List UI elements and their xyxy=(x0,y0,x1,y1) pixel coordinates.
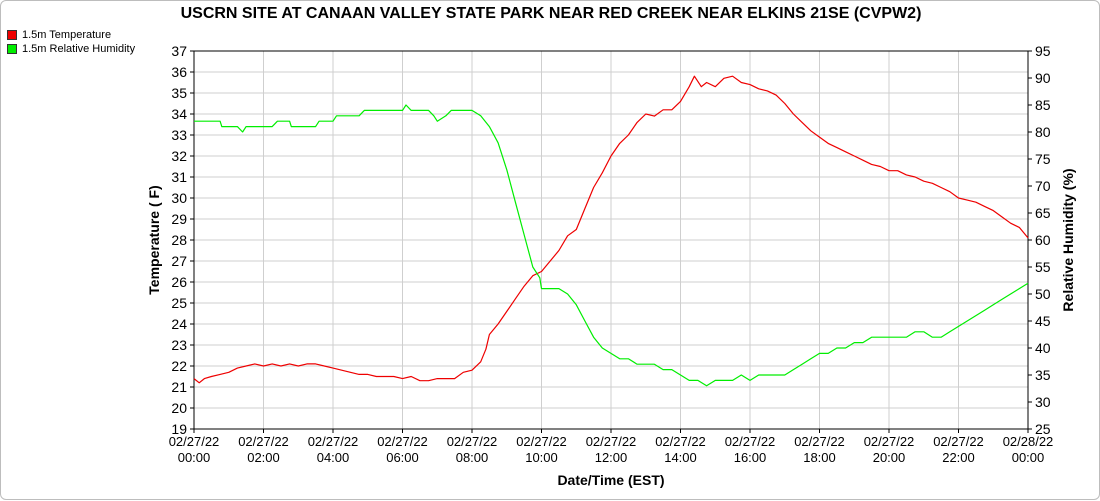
x-tick-label-date: 02/27/22 xyxy=(169,434,220,449)
y-tick-label: 20 xyxy=(171,400,187,416)
chart-title: USCRN SITE AT CANAAN VALLEY STATE PARK N… xyxy=(180,5,922,22)
x-tick-label-time: 12:00 xyxy=(595,450,628,465)
x-tick-label-date: 02/28/22 xyxy=(1003,434,1054,449)
legend-item-humidity: 1.5m Relative Humidity xyxy=(7,42,135,56)
x-tick-label-time: 02:00 xyxy=(247,450,280,465)
y2-tick-label: 80 xyxy=(1035,124,1051,140)
legend-item-temperature: 1.5m Temperature xyxy=(7,28,135,42)
humidity-series-line xyxy=(194,104,1029,387)
y-tick-label: 37 xyxy=(171,43,187,59)
x-tick-label-date: 02/27/22 xyxy=(725,434,776,449)
x-tick-label-time: 14:00 xyxy=(664,450,697,465)
legend-swatch-temperature xyxy=(7,30,17,40)
y-tick-label: 32 xyxy=(171,148,187,164)
y-axis-title: Temperature ( F) xyxy=(146,185,162,294)
x-tick-label-date: 02/27/22 xyxy=(516,434,567,449)
x-tick-label-date: 02/27/22 xyxy=(377,434,428,449)
x-tick-label-time: 08:00 xyxy=(456,450,489,465)
legend-swatch-humidity xyxy=(7,44,17,54)
y-tick-label: 35 xyxy=(171,85,187,101)
y2-tick-label: 40 xyxy=(1035,340,1051,356)
y-tick-label: 36 xyxy=(171,64,187,80)
y2-axis-title: Relative Humidity (%) xyxy=(1060,168,1076,311)
x-tick-label-date: 02/27/22 xyxy=(655,434,706,449)
x-tick-label-time: 00:00 xyxy=(178,450,211,465)
y2-tick-label: 30 xyxy=(1035,394,1051,410)
y-tick-label: 34 xyxy=(171,106,187,122)
y2-tick-label: 25 xyxy=(1035,421,1051,437)
y-tick-label: 19 xyxy=(171,421,187,437)
y2-tick-label: 60 xyxy=(1035,232,1051,248)
y-tick-label: 29 xyxy=(171,211,187,227)
y2-tick-label: 70 xyxy=(1035,178,1051,194)
x-tick-label-date: 02/27/22 xyxy=(238,434,289,449)
y-tick-label: 24 xyxy=(171,316,187,332)
x-tick-label-date: 02/27/22 xyxy=(308,434,359,449)
x-tick-label-date: 02/27/22 xyxy=(933,434,984,449)
y-tick-label: 31 xyxy=(171,169,187,185)
y-tick-label: 27 xyxy=(171,253,187,269)
temperature-series-line xyxy=(193,75,1029,384)
y2-tick-label: 65 xyxy=(1035,205,1051,221)
x-tick-label-time: 06:00 xyxy=(386,450,419,465)
y-tick-label: 22 xyxy=(171,358,187,374)
chart-legend: 1.5m Temperature 1.5m Relative Humidity xyxy=(7,28,135,56)
x-tick-label-time: 22:00 xyxy=(942,450,975,465)
x-tick-label-time: 10:00 xyxy=(525,450,558,465)
y-tick-label: 28 xyxy=(171,232,187,248)
y2-tick-label: 55 xyxy=(1035,259,1051,275)
x-tick-label-time: 16:00 xyxy=(734,450,767,465)
y2-tick-label: 90 xyxy=(1035,70,1051,86)
x-tick-label-date: 02/27/22 xyxy=(586,434,637,449)
x-tick-label-date: 02/27/22 xyxy=(447,434,498,449)
x-tick-label-time: 20:00 xyxy=(873,450,906,465)
y-tick-label: 26 xyxy=(171,274,187,290)
y2-tick-label: 50 xyxy=(1035,286,1051,302)
x-tick-label-time: 04:00 xyxy=(317,450,350,465)
y-tick-label: 33 xyxy=(171,127,187,143)
y-tick-label: 25 xyxy=(171,295,187,311)
legend-label-humidity: 1.5m Relative Humidity xyxy=(22,43,136,55)
y-tick-label: 30 xyxy=(171,190,187,206)
y2-tick-label: 85 xyxy=(1035,97,1051,113)
y2-tick-label: 45 xyxy=(1035,313,1051,329)
y2-tick-label: 75 xyxy=(1035,151,1051,167)
x-axis-title: Date/Time (EST) xyxy=(557,472,664,488)
y-tick-label: 21 xyxy=(171,379,187,395)
x-tick-label-time: 18:00 xyxy=(803,450,836,465)
x-tick-label-date: 02/27/22 xyxy=(864,434,915,449)
y2-tick-label: 95 xyxy=(1035,43,1051,59)
y2-tick-label: 35 xyxy=(1035,367,1051,383)
y-tick-label: 23 xyxy=(171,337,187,353)
x-tick-label-time: 00:00 xyxy=(1012,450,1045,465)
legend-label-temperature: 1.5m Temperature xyxy=(22,29,112,41)
x-tick-label-date: 02/27/22 xyxy=(794,434,845,449)
